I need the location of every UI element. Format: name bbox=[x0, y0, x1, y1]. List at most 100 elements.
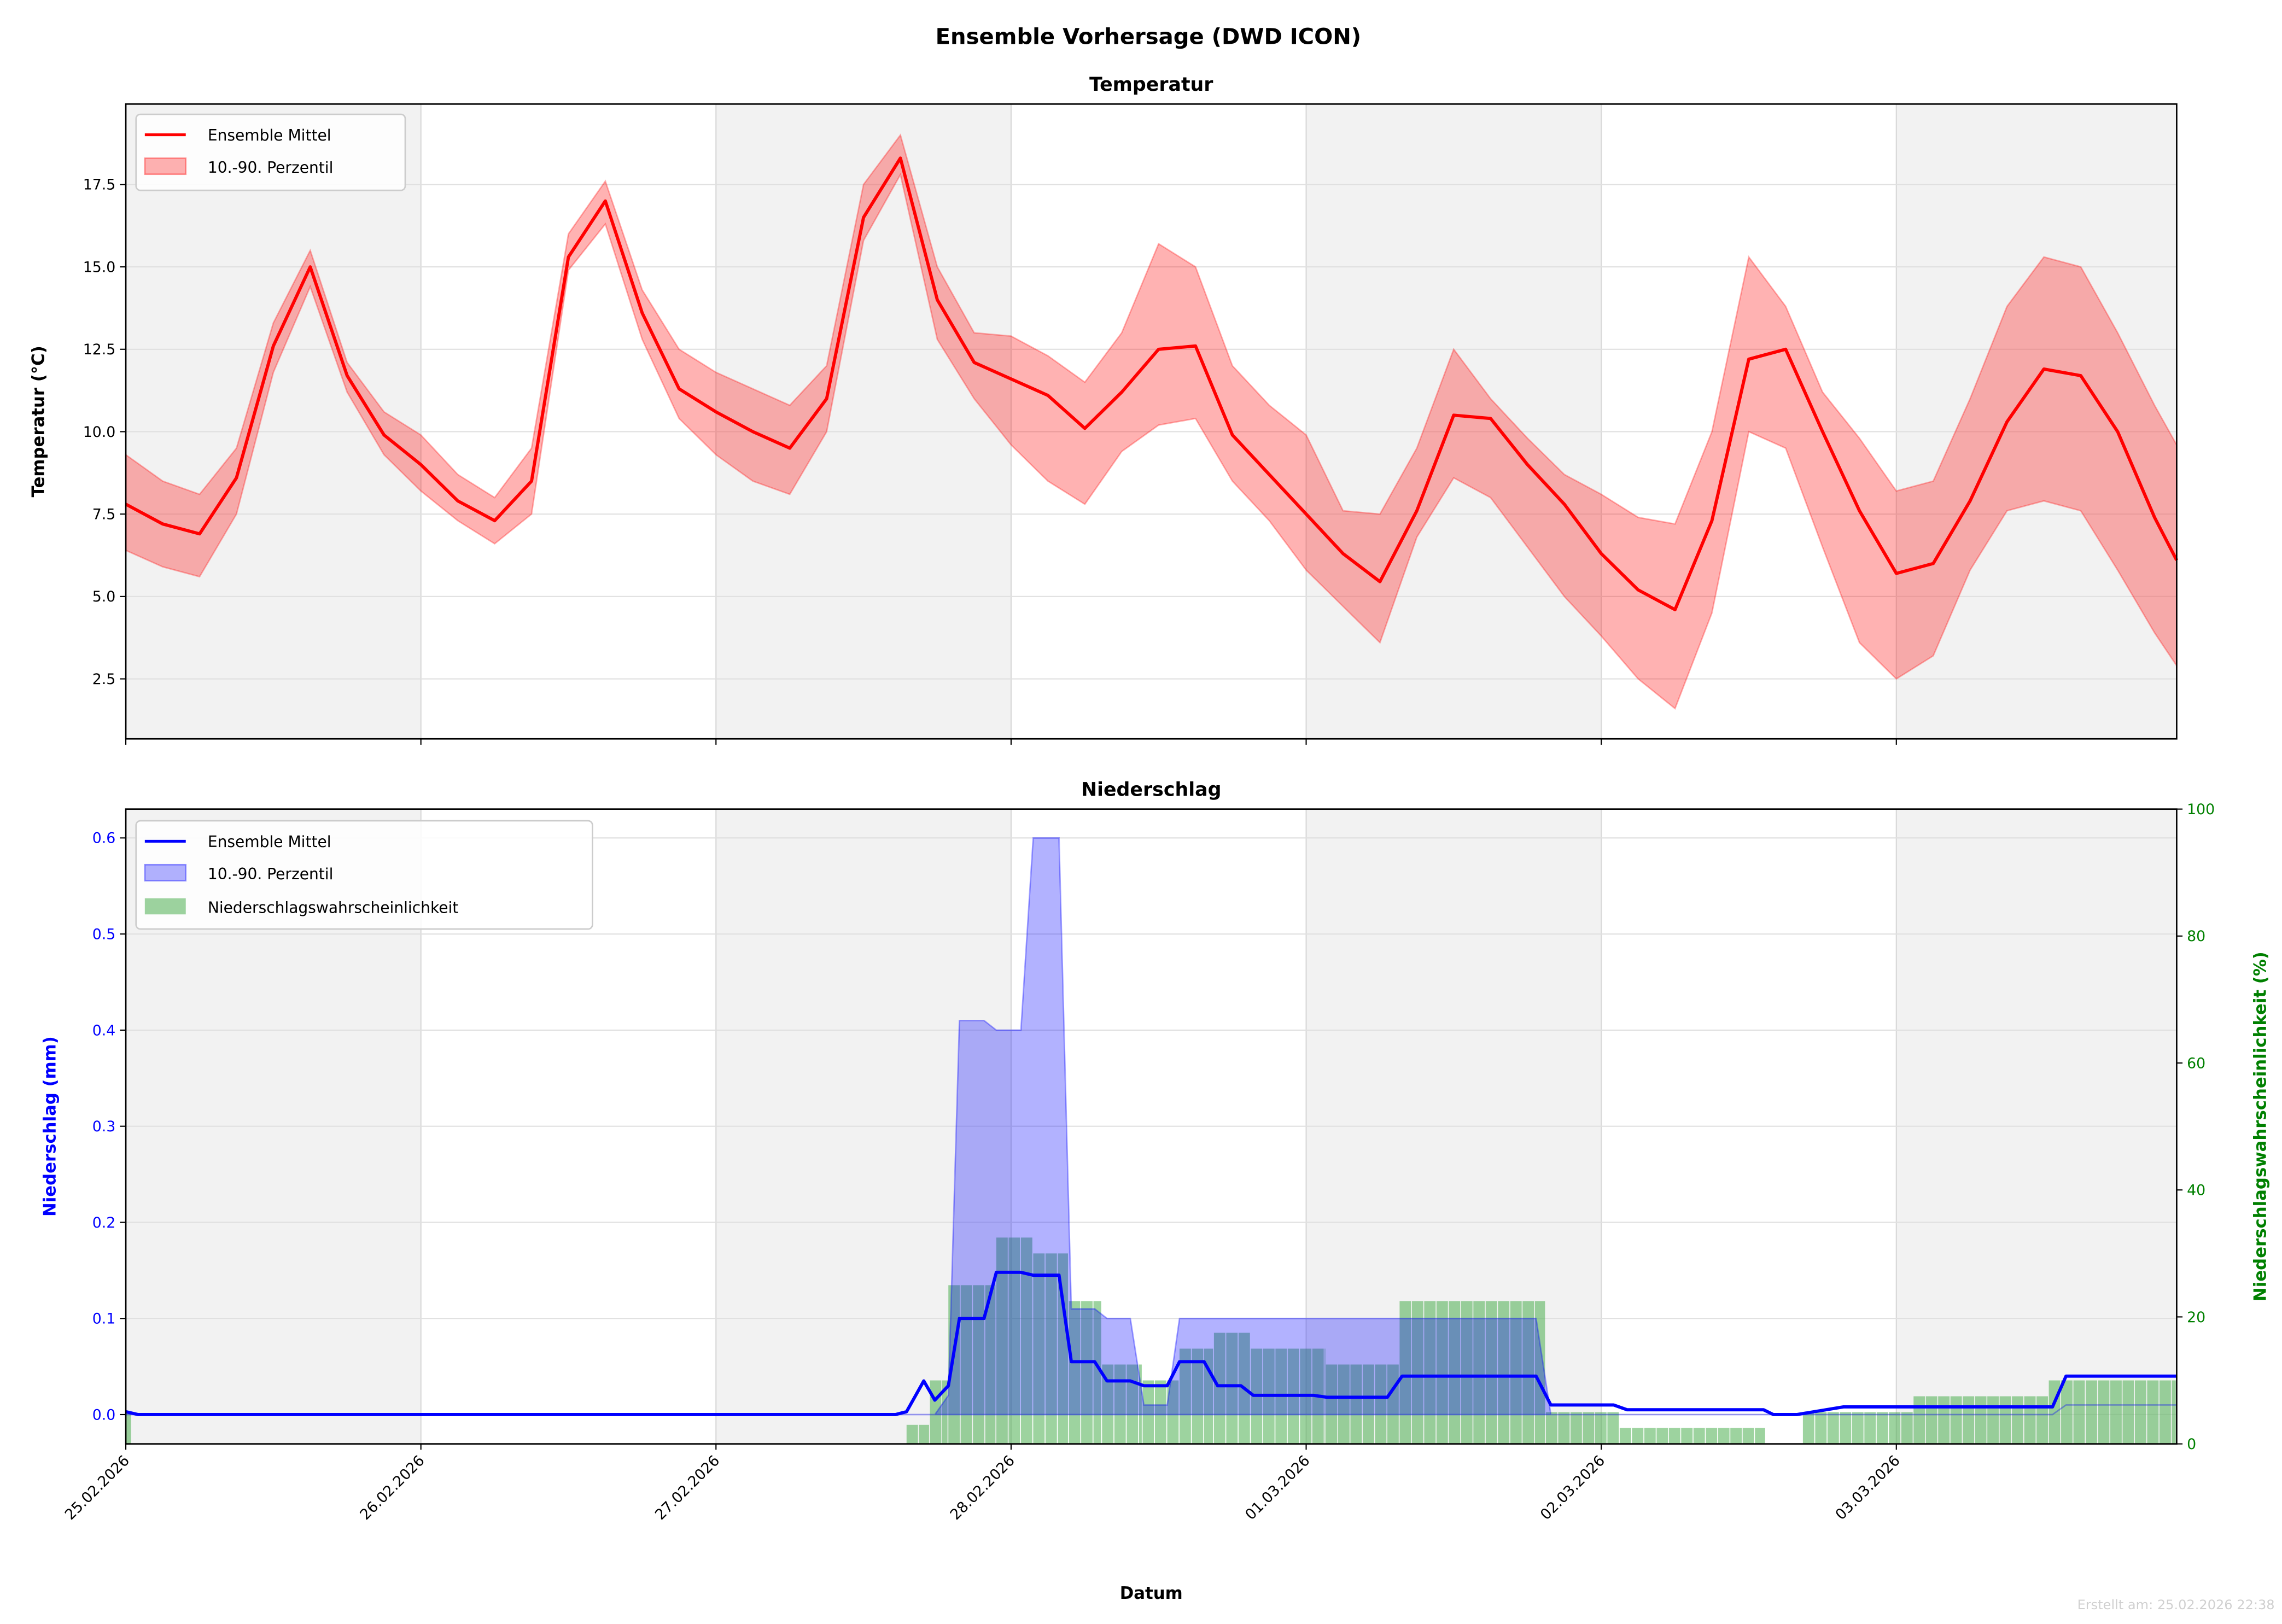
precipitation-legend: Ensemble Mittel 10.-90. Perzentil Nieder… bbox=[135, 820, 593, 930]
probability-bar bbox=[1362, 1364, 1374, 1444]
probability-bar bbox=[1534, 1301, 1545, 1444]
day-shading bbox=[126, 104, 2177, 739]
probability-bar bbox=[1925, 1396, 1937, 1444]
probability-bar bbox=[126, 1412, 131, 1444]
y-tick-label: 10.0 bbox=[83, 424, 116, 441]
probability-bar bbox=[2110, 1380, 2122, 1444]
probability-bar bbox=[1975, 1396, 1987, 1444]
probability-bar bbox=[1852, 1412, 1864, 1444]
precipitation-panel: Niederschlag 25.02.2026 26.02.2026 27.02.2… bbox=[40, 779, 2271, 1604]
day-band bbox=[716, 104, 1011, 739]
probability-bar bbox=[1950, 1396, 1962, 1444]
y-right-tick-label: 100 bbox=[2187, 801, 2215, 818]
probability-bar bbox=[942, 1380, 948, 1444]
probability-bar bbox=[1338, 1364, 1350, 1444]
probability-bar bbox=[1192, 1348, 1204, 1444]
probability-bar bbox=[2012, 1396, 2023, 1444]
y-tick-label: 0.1 bbox=[92, 1311, 116, 1328]
probability-bar bbox=[1644, 1428, 1656, 1444]
probability-bar bbox=[1375, 1364, 1387, 1444]
probability-bar bbox=[1889, 1412, 1901, 1444]
day-band bbox=[1896, 104, 2177, 739]
temperature-ticks: 2.5 5.0 7.5 10.0 12.5 15.0 17.5 bbox=[83, 177, 1897, 745]
probability-bar bbox=[1058, 1253, 1068, 1444]
figure-title: Ensemble Vorhersage (DWD ICON) bbox=[936, 25, 1361, 50]
probability-bar bbox=[1350, 1364, 1362, 1444]
probability-bar bbox=[2024, 1396, 2036, 1444]
probability-bar bbox=[2036, 1396, 2048, 1444]
probability-bar bbox=[1913, 1396, 1925, 1444]
probability-bar bbox=[1485, 1301, 1497, 1444]
y-tick-label: 0.0 bbox=[92, 1406, 116, 1423]
probability-bar bbox=[1461, 1301, 1473, 1444]
probability-bar bbox=[1963, 1396, 1975, 1444]
probability-bar bbox=[960, 1285, 972, 1444]
probability-bar bbox=[1449, 1301, 1461, 1444]
y-tick-label: 5.0 bbox=[92, 588, 116, 605]
y-tick-label: 12.5 bbox=[83, 341, 116, 358]
y-tick-label: 15.0 bbox=[83, 259, 116, 276]
precipitation-mean-line bbox=[125, 1270, 2177, 1416]
probability-bar bbox=[1681, 1428, 1693, 1444]
probability-bar bbox=[1864, 1412, 1876, 1444]
probability-bar bbox=[1815, 1412, 1827, 1444]
probability-bar bbox=[973, 1285, 985, 1444]
probability-bar bbox=[1399, 1301, 1411, 1444]
probability-bar bbox=[1510, 1301, 1522, 1444]
probability-bar bbox=[1570, 1412, 1582, 1444]
legend-prob-swatch bbox=[144, 898, 186, 915]
probability-bar bbox=[1045, 1253, 1057, 1444]
probability-bar bbox=[1901, 1412, 1913, 1444]
y-right-tick-label: 60 bbox=[2187, 1055, 2205, 1072]
temperature-panel: Temperatur 2.5 5.0 7.5 10.0 12.5 15.0 17.5 Tem… bbox=[28, 74, 2179, 745]
probability-bar bbox=[1139, 1364, 1142, 1444]
probability-bar bbox=[1876, 1412, 1888, 1444]
day-band bbox=[1306, 104, 1602, 739]
probability-bar bbox=[1226, 1333, 1238, 1444]
precipitation-marks bbox=[125, 837, 2177, 1444]
probability-bar bbox=[1522, 1301, 1534, 1444]
probability-bar bbox=[1619, 1428, 1631, 1444]
probability-bar bbox=[1213, 1333, 1225, 1444]
y-tick-label: 17.5 bbox=[83, 177, 116, 194]
y-tick-label: 0.4 bbox=[92, 1022, 116, 1039]
legend-mean-label: Ensemble Mittel bbox=[208, 126, 331, 144]
probability-bar bbox=[1840, 1412, 1852, 1444]
day-band bbox=[126, 104, 421, 739]
legend-mean-label: Ensemble Mittel bbox=[208, 833, 331, 851]
temperature-legend: Ensemble Mittel 10.-90. Perzentil bbox=[135, 113, 406, 191]
probability-bar bbox=[2122, 1380, 2134, 1444]
probability-bar bbox=[1033, 1253, 1045, 1444]
probability-bar bbox=[1607, 1412, 1619, 1444]
probability-bar bbox=[1179, 1348, 1191, 1444]
legend-band-label: 10.-90. Perzentil bbox=[208, 159, 334, 177]
probability-bar bbox=[1020, 1237, 1032, 1444]
probability-bar bbox=[1102, 1364, 1114, 1444]
probability-bar bbox=[1545, 1412, 1557, 1444]
probability-ylabel: Niederschlagswahrscheinlichkeit (%) bbox=[2251, 951, 2271, 1301]
probability-bar bbox=[906, 1424, 918, 1444]
y-right-tick-label: 40 bbox=[2187, 1182, 2205, 1199]
probability-bar bbox=[1473, 1301, 1485, 1444]
probability-bar bbox=[2086, 1380, 2097, 1444]
probability-bar bbox=[919, 1424, 929, 1444]
created-timestamp: Erstellt am: 25.02.2026 22:38 bbox=[2077, 1597, 2275, 1613]
legend-band-label: 10.-90. Perzentil bbox=[208, 865, 334, 883]
probability-bar bbox=[1498, 1301, 1510, 1444]
probability-bar bbox=[1938, 1396, 1950, 1444]
temperature-mean-line bbox=[125, 156, 2179, 611]
y-tick-label: 0.6 bbox=[92, 830, 116, 847]
legend-box bbox=[135, 820, 593, 930]
probability-bar bbox=[1436, 1301, 1448, 1444]
probability-bar bbox=[1632, 1428, 1644, 1444]
probability-bar bbox=[2098, 1380, 2110, 1444]
probability-bar bbox=[1142, 1380, 1154, 1444]
probability-bar bbox=[1987, 1396, 1999, 1444]
probability-bar bbox=[1583, 1412, 1595, 1444]
probability-bar bbox=[1093, 1301, 1101, 1444]
temperature-axes-frame bbox=[125, 103, 2178, 740]
x-axis-label: Datum bbox=[1120, 1584, 1183, 1603]
probability-bar bbox=[996, 1237, 1008, 1444]
legend-box bbox=[135, 113, 406, 191]
probability-bar bbox=[1755, 1428, 1765, 1444]
